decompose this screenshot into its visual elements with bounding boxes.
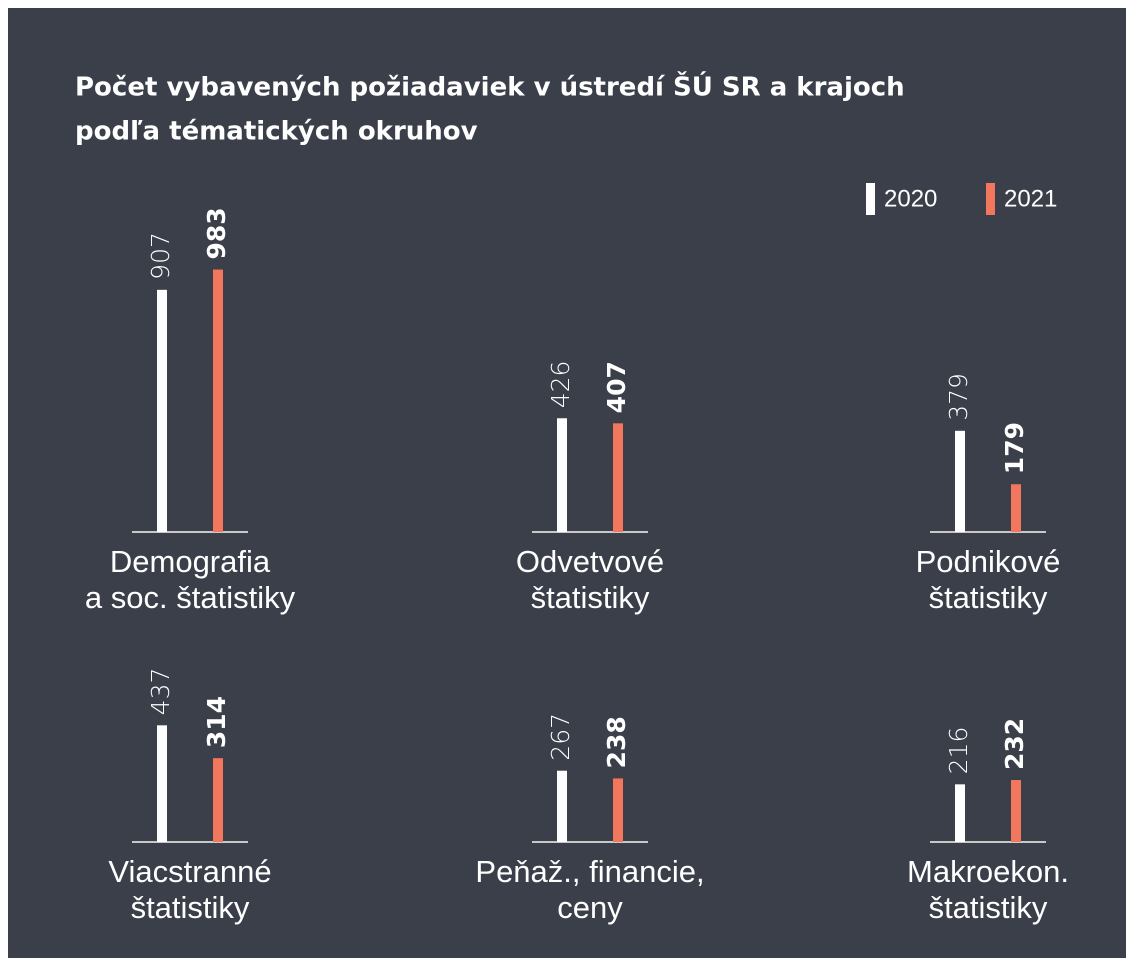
legend-swatch (986, 183, 995, 215)
x-tick-label: ceny (557, 890, 623, 925)
x-tick-label: Demografia (110, 544, 271, 579)
value-label: 314 (202, 696, 231, 748)
x-tick-label: štatistiky (531, 580, 650, 615)
value-label: 216 (944, 727, 973, 775)
x-tick-label: Peňaž., financie, (475, 854, 704, 889)
bar (613, 423, 623, 532)
bar (1011, 484, 1021, 532)
x-tick-label: Podnikové (916, 544, 1061, 579)
chart-title: podľa tématických okruhov (75, 117, 478, 147)
value-label: 179 (1000, 422, 1029, 474)
value-label: 437 (146, 668, 175, 716)
value-label: 907 (146, 232, 175, 280)
value-label: 379 (944, 373, 973, 421)
value-label: 426 (546, 361, 575, 409)
x-tick-label: štatistiky (929, 580, 1048, 615)
bar (557, 418, 567, 532)
bar (557, 770, 567, 842)
x-tick-label: a soc. štatistiky (85, 580, 296, 615)
bar (157, 289, 167, 532)
x-tick-label: Odvetvové (516, 544, 664, 579)
x-tick-label: štatistiky (929, 890, 1048, 925)
value-label: 407 (602, 361, 631, 413)
value-label: 232 (1000, 718, 1029, 770)
x-tick-label: štatistiky (131, 890, 250, 925)
value-label: 983 (202, 207, 231, 259)
bar (613, 778, 623, 842)
legend-label: 2021 (1004, 185, 1057, 212)
value-label: 238 (602, 716, 631, 768)
chart-title: Počet vybavených požiadaviek v ústredí Š… (75, 71, 905, 103)
bar (955, 430, 965, 532)
bar (213, 269, 223, 532)
legend-label: 2020 (884, 185, 937, 212)
bar (1011, 780, 1021, 842)
bar (157, 725, 167, 842)
legend-swatch (866, 183, 875, 215)
bar (213, 758, 223, 842)
x-tick-label: Viacstranné (108, 854, 271, 889)
value-label: 267 (546, 713, 575, 761)
x-tick-label: Makroekon. (907, 854, 1069, 889)
bar (955, 784, 965, 842)
